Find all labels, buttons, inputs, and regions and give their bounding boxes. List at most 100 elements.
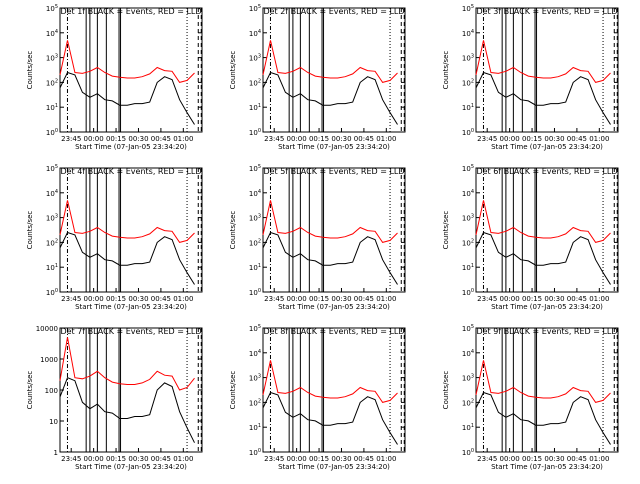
x-tick-label: 00:30 (331, 295, 351, 303)
detector-panel-3: Det 3f BLACK = Events, RED = LLD Counts/s… (442, 4, 619, 151)
y-tick-label: 101 (46, 103, 58, 112)
chart-title: Det 7f BLACK = Events, RED = LLD (60, 327, 201, 336)
detector-panel-1: Det 1f BLACK = Events, RED = LLD Counts/s… (26, 4, 203, 151)
y-tick-label: 104 (249, 189, 261, 198)
series-events (475, 391, 611, 445)
x-tick-label: 00:30 (331, 135, 351, 143)
y-tick-label: 105 (46, 4, 58, 13)
detector-panel-2: Det 2f BLACK = Events, RED = LLD Counts/s… (229, 4, 406, 151)
y-tick-label: 102 (46, 78, 58, 87)
y-tick-label: 101 (462, 423, 474, 432)
x-tick-label: 01:00 (173, 135, 193, 143)
x-tick-label: 00:45 (354, 455, 374, 463)
y-tick-label: 100 (462, 288, 474, 297)
x-tick-label: 00:45 (567, 295, 587, 303)
y-tick-label: 100 (46, 128, 58, 137)
series-events (262, 231, 398, 285)
x-axis-label: Start Time (07-Jan-05 23:34:20) (75, 143, 187, 151)
y-tick-label: 103 (462, 54, 474, 63)
series-events (262, 391, 398, 445)
plot-frame (262, 327, 406, 453)
chart-title: Det 8f BLACK = Events, RED = LLD (263, 327, 404, 336)
y-tick-label: 103 (46, 214, 58, 223)
x-tick-label: 01:00 (589, 455, 609, 463)
x-axis-label: Start Time (07-Jan-05 23:34:20) (491, 303, 603, 311)
y-tick-label: 104 (249, 349, 261, 358)
x-tick-label: 00:30 (544, 135, 564, 143)
x-tick-label: 00:30 (544, 455, 564, 463)
y-tick-label: 100 (462, 128, 474, 137)
x-tick-label: 00:15 (522, 135, 542, 143)
x-tick-label: 01:00 (589, 135, 609, 143)
chart-title: Det 9f BLACK = Events, RED = LLD (476, 327, 617, 336)
x-tick-label: 23:45 (477, 295, 497, 303)
x-tick-label: 00:30 (128, 295, 148, 303)
x-tick-label: 00:45 (567, 135, 587, 143)
x-tick-label: 00:30 (128, 455, 148, 463)
y-tick-label: 103 (249, 54, 261, 63)
x-axis-label: Start Time (07-Jan-05 23:34:20) (278, 303, 390, 311)
x-tick-label: 23:45 (264, 295, 284, 303)
y-tick-label: 104 (249, 29, 261, 38)
y-tick-label: 102 (462, 238, 474, 247)
chart-title: Det 2f BLACK = Events, RED = LLD (263, 7, 404, 16)
x-tick-label: 00:15 (522, 295, 542, 303)
y-axis-label: Counts/sec (26, 51, 34, 90)
x-tick-label: 00:00 (287, 455, 307, 463)
y-tick-label: 104 (462, 29, 474, 38)
plot-frame (262, 7, 406, 133)
x-tick-label: 01:00 (173, 295, 193, 303)
x-tick-label: 00:30 (128, 135, 148, 143)
x-tick-label: 23:45 (61, 135, 81, 143)
x-tick-label: 23:45 (61, 295, 81, 303)
y-tick-label: 105 (46, 164, 58, 173)
x-tick-label: 00:00 (287, 135, 307, 143)
y-tick-label: 105 (462, 4, 474, 13)
x-axis-label: Start Time (07-Jan-05 23:34:20) (491, 463, 603, 471)
y-tick-label: 100 (249, 448, 261, 457)
chart-title: Det 5f BLACK = Events, RED = LLD (263, 167, 404, 176)
y-tick-label: 103 (249, 374, 261, 383)
y-axis-label: Counts/sec (229, 211, 237, 250)
x-tick-label: 01:00 (376, 455, 396, 463)
series-lld (262, 200, 398, 243)
y-tick-label: 104 (462, 189, 474, 198)
series-lld (262, 360, 398, 403)
x-tick-label: 00:15 (309, 295, 329, 303)
y-tick-label: 105 (249, 164, 261, 173)
x-tick-label: 00:15 (522, 455, 542, 463)
y-tick-label: 100 (249, 128, 261, 137)
y-tick-label: 102 (249, 78, 261, 87)
y-tick-label: 101 (462, 263, 474, 272)
x-tick-label: 00:15 (106, 295, 126, 303)
y-tick-label: 1000 (40, 356, 58, 364)
x-tick-label: 01:00 (589, 295, 609, 303)
series-lld (475, 360, 611, 403)
series-events (475, 71, 611, 125)
detector-panel-5: Det 5f BLACK = Events, RED = LLD Counts/s… (229, 164, 406, 311)
x-tick-label: 01:00 (173, 455, 193, 463)
plot-frame (475, 167, 619, 293)
x-tick-label: 23:45 (264, 135, 284, 143)
series-events (475, 231, 611, 285)
chart-title: Det 4f BLACK = Events, RED = LLD (60, 167, 201, 176)
plot-frame (475, 7, 619, 133)
y-tick-label: 103 (46, 54, 58, 63)
x-tick-label: 01:00 (376, 135, 396, 143)
chart-title: Det 1f BLACK = Events, RED = LLD (60, 7, 201, 16)
x-tick-label: 00:00 (84, 295, 104, 303)
y-tick-label: 100 (46, 288, 58, 297)
y-tick-label: 101 (462, 103, 474, 112)
series-lld (59, 200, 195, 243)
x-tick-label: 00:45 (567, 455, 587, 463)
series-lld (475, 40, 611, 83)
series-events (59, 377, 195, 443)
y-tick-label: 102 (249, 398, 261, 407)
y-tick-label: 10000 (36, 325, 58, 333)
x-tick-label: 23:45 (477, 135, 497, 143)
x-axis-label: Start Time (07-Jan-05 23:34:20) (278, 143, 390, 151)
y-tick-label: 105 (249, 324, 261, 333)
y-axis-label: Counts/sec (442, 211, 450, 250)
plot-frame (262, 167, 406, 293)
